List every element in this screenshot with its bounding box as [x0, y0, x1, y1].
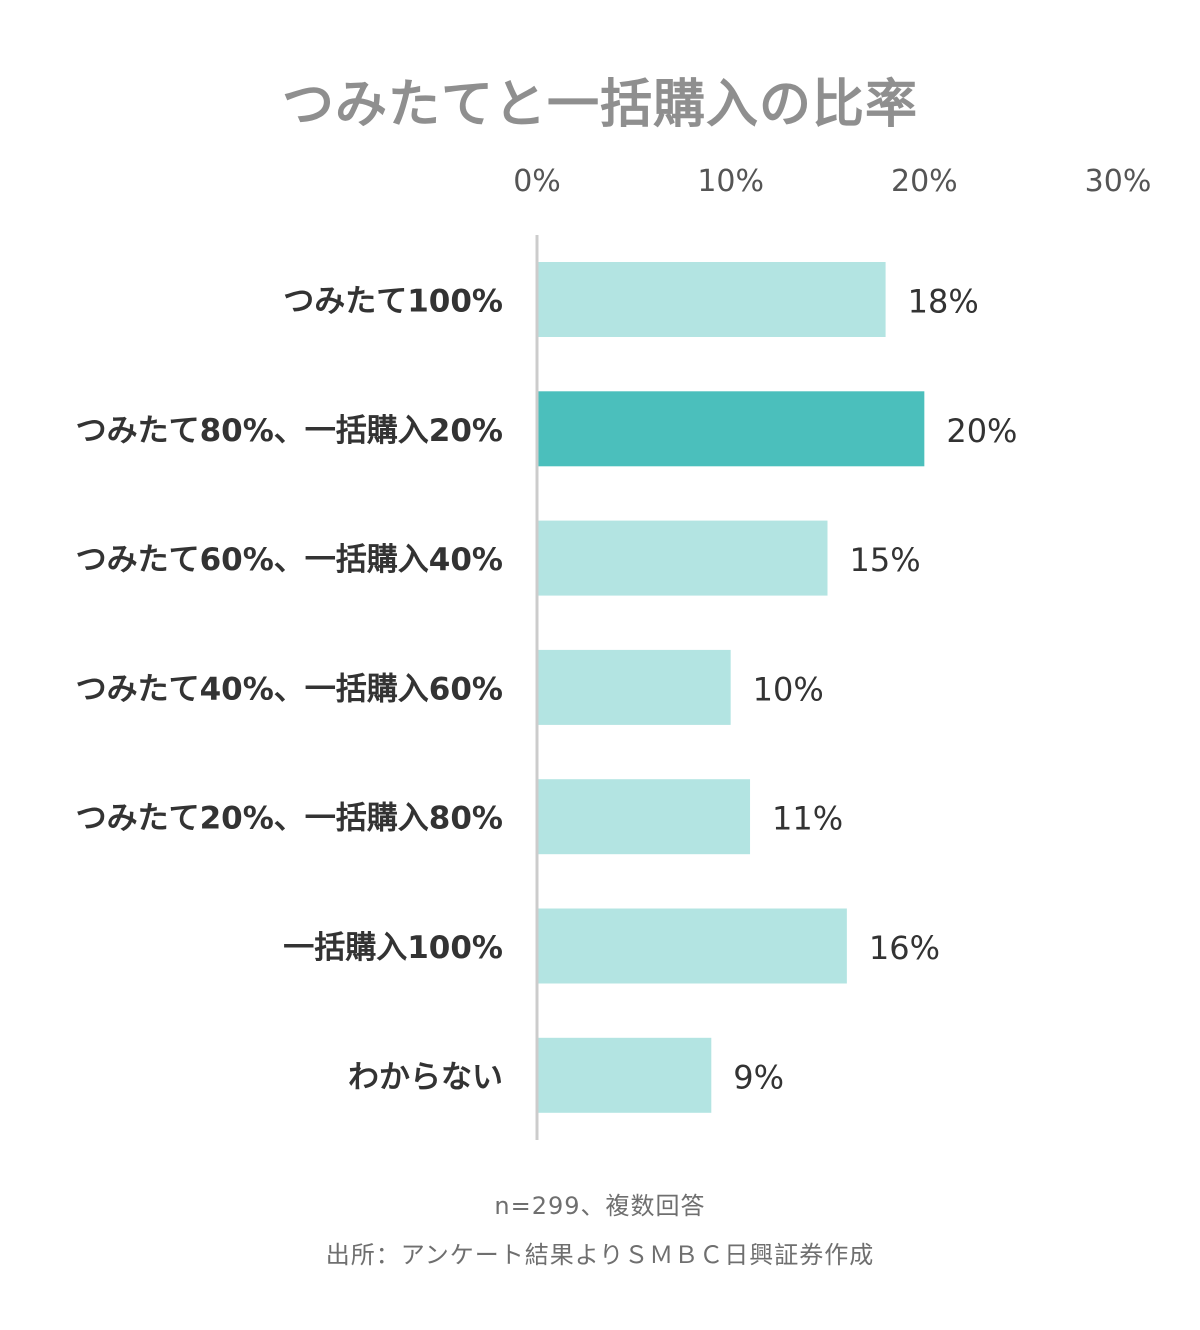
bar — [537, 1037, 712, 1113]
category-label: わからない — [348, 1059, 503, 1095]
bar — [537, 391, 925, 467]
value-label: 10% — [753, 670, 824, 708]
value-label: 9% — [733, 1058, 784, 1096]
bar-chart: 0% 10% 20% 30% つみたて100% 18% つみたて80%、一括購入20% 20%… — [76, 164, 1152, 1140]
bar — [537, 779, 751, 855]
category-label: つみたて80%、一括購入20% — [76, 413, 503, 449]
value-label: 20% — [946, 412, 1017, 450]
value-label: 11% — [772, 800, 843, 838]
bar — [537, 520, 828, 596]
sample-note: n=299、複数回答 — [494, 1192, 706, 1220]
category-label: 一括購入100% — [283, 930, 503, 966]
bar — [537, 649, 731, 725]
value-label: 18% — [908, 283, 979, 321]
bar — [537, 262, 886, 337]
bar — [537, 908, 847, 984]
category-label: つみたて20%、一括購入80% — [76, 801, 503, 837]
value-label: 15% — [850, 541, 921, 579]
category-label: つみたて40%、一括購入60% — [76, 671, 503, 707]
x-tick-label: 10% — [697, 164, 764, 199]
x-tick-label: 20% — [891, 164, 958, 199]
x-tick-label: 30% — [1085, 164, 1152, 199]
category-label: つみたて100% — [283, 284, 503, 320]
category-label: つみたて60%、一括購入40% — [76, 542, 503, 578]
source-note: 出所：アンケート結果よりＳＭＢＣ日興証券作成 — [325, 1241, 875, 1269]
chart-title: つみたてと一括購入の比率 — [281, 75, 918, 135]
x-tick-label: 0% — [513, 164, 561, 199]
value-label: 16% — [869, 929, 940, 967]
